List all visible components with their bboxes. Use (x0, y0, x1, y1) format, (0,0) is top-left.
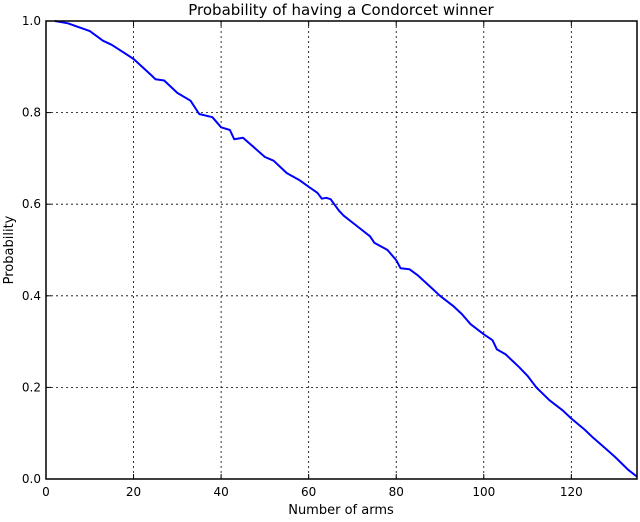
x-tick-label: 20 (126, 485, 141, 499)
series-line (54, 20, 638, 478)
x-tick-label: 80 (389, 485, 404, 499)
ticks: 0 20 40 60 80 100 120 0.0 0.2 0.4 0.6 0.8 1.0 (22, 14, 637, 499)
y-axis-label: Probability (2, 215, 17, 284)
grid (45, 20, 637, 480)
series (54, 20, 638, 478)
y-tick-label: 0.4 (22, 289, 41, 303)
x-tick-label: 0 (42, 485, 50, 499)
x-tick-label: 40 (213, 485, 228, 499)
x-tick-label: 100 (472, 485, 495, 499)
x-axis-label: Number of arms (288, 503, 394, 518)
x-tick-label: 120 (560, 485, 583, 499)
plot-frame (45, 20, 638, 480)
y-tick-label: 1.0 (22, 14, 41, 28)
x-tick-label: 60 (301, 485, 316, 499)
y-tick-label: 0.2 (22, 380, 41, 394)
y-tick-label: 0.6 (22, 197, 41, 211)
y-tick-label: 0.8 (22, 106, 41, 120)
chart-title: Probability of having a Condorcet winner (188, 1, 494, 19)
y-tick-label: 0.0 (22, 472, 41, 486)
